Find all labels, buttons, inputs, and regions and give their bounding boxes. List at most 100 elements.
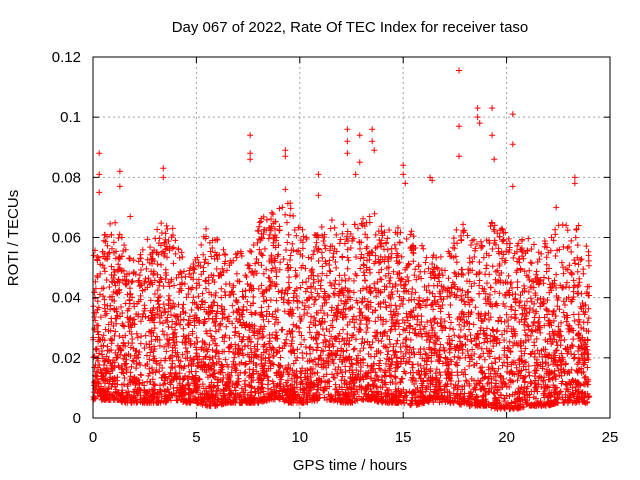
data-point: [398, 276, 405, 283]
data-point: [247, 345, 254, 352]
data-point: [236, 360, 243, 367]
data-point: [467, 241, 474, 248]
data-point: [533, 359, 540, 366]
data-point: [403, 325, 410, 332]
data-point: [244, 298, 251, 305]
data-point: [499, 362, 506, 369]
data-point: [294, 298, 301, 305]
data-point: [168, 311, 175, 318]
data-point: [531, 373, 538, 380]
data-point: [158, 220, 165, 227]
data-point: [230, 282, 237, 289]
data-point: [368, 248, 375, 255]
data-point: [156, 336, 163, 343]
data-point: [394, 252, 401, 259]
data-point: [306, 357, 313, 364]
data-point: [373, 293, 380, 300]
data-point: [223, 323, 230, 330]
data-point: [263, 287, 270, 294]
data-point: [110, 393, 117, 400]
data-point: [220, 268, 227, 275]
data-point: [212, 353, 219, 360]
data-point: [557, 388, 564, 395]
data-point: [268, 259, 275, 266]
data-point: [392, 368, 399, 375]
data-point: [444, 293, 451, 300]
data-point: [175, 301, 182, 308]
data-point: [177, 281, 184, 288]
data-point: [253, 368, 260, 375]
data-point: [571, 354, 578, 361]
data-point: [314, 340, 321, 347]
data-point: [345, 288, 352, 295]
data-point: [328, 393, 335, 400]
data-point: [113, 308, 120, 315]
data-point: [184, 349, 191, 356]
data-point: [491, 288, 498, 295]
data-point: [361, 223, 368, 230]
data-point: [519, 375, 526, 382]
data-point: [267, 256, 274, 263]
data-point: [525, 235, 532, 242]
data-point: [556, 306, 563, 313]
data-point: [170, 385, 177, 392]
data-point: [194, 363, 201, 370]
data-point: [99, 262, 106, 269]
data-point: [504, 344, 511, 351]
data-point: [377, 349, 384, 356]
data-point: [324, 312, 331, 319]
data-point: [216, 272, 223, 279]
data-point: [444, 398, 451, 405]
data-point: [373, 335, 380, 342]
data-point: [335, 292, 342, 299]
data-point: [488, 360, 495, 367]
data-point: [331, 285, 338, 292]
data-point: [333, 316, 340, 323]
data-point: [437, 305, 444, 312]
data-point: [322, 245, 329, 252]
data-point: [259, 326, 266, 333]
data-point: [518, 247, 525, 254]
data-point: [303, 350, 310, 357]
data-point: [309, 293, 316, 300]
data-point: [335, 388, 342, 395]
data-point: [165, 292, 172, 299]
data-point: [122, 399, 129, 406]
data-point: [366, 266, 373, 273]
data-point: [377, 303, 384, 310]
data-point: [429, 261, 436, 268]
data-point: [212, 249, 219, 256]
data-point: [275, 362, 282, 369]
data-point: [145, 372, 152, 379]
data-point: [327, 225, 334, 232]
data-point: [179, 254, 186, 261]
data-point: [377, 366, 384, 373]
data-point: [397, 281, 404, 288]
data-point: [310, 346, 317, 353]
data-point: [354, 225, 361, 232]
data-point: [476, 259, 483, 266]
data-point: [269, 311, 276, 318]
data-point: [95, 254, 102, 261]
data-point: [298, 341, 305, 348]
data-point: [366, 396, 373, 403]
data-point: [271, 321, 278, 328]
data-point: [451, 269, 458, 276]
data-point: [565, 243, 572, 250]
data-point: [166, 243, 173, 250]
data-point: [261, 323, 268, 330]
data-point: [383, 344, 390, 351]
data-point: [572, 399, 579, 406]
data-point: [174, 349, 181, 356]
data-point: [141, 397, 148, 404]
data-point: [290, 347, 297, 354]
data-point: [185, 290, 192, 297]
data-point: [492, 359, 499, 366]
data-point: [486, 379, 493, 386]
data-point: [339, 230, 346, 237]
data-point: [384, 246, 391, 253]
data-point: [473, 241, 480, 248]
data-point: [461, 227, 468, 234]
data-point: [491, 355, 498, 362]
data-point: [136, 349, 143, 356]
